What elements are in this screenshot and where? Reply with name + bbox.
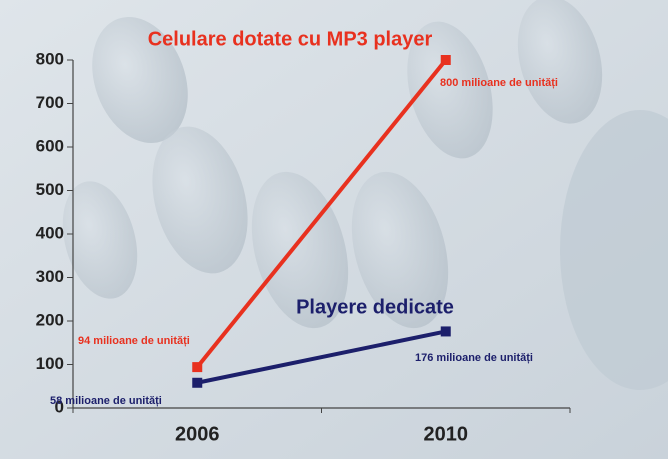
point-marker bbox=[192, 362, 203, 373]
data-label: 94 milioane de unități bbox=[78, 335, 190, 347]
y-tick-label: 300 bbox=[36, 267, 64, 286]
series-line bbox=[195, 58, 448, 369]
y-tick-label: 500 bbox=[36, 180, 64, 199]
y-tick-label: 0 bbox=[55, 397, 64, 416]
point-marker bbox=[192, 377, 203, 388]
y-tick-label: 700 bbox=[36, 93, 64, 112]
x-tick-label: 2010 bbox=[424, 423, 469, 445]
series-name: Celulare dotate cu MP3 player bbox=[148, 28, 433, 50]
point-marker bbox=[440, 55, 451, 65]
series-name: Playere dedicate bbox=[296, 296, 454, 318]
y-tick-label: 400 bbox=[36, 223, 64, 242]
y-tick-label: 800 bbox=[36, 49, 64, 68]
y-tick-label: 200 bbox=[36, 310, 64, 329]
data-label: 800 milioane de unități bbox=[440, 77, 558, 89]
y-tick-label: 600 bbox=[36, 136, 64, 155]
point-marker bbox=[440, 326, 451, 337]
data-label: 58 milioane de unități bbox=[50, 395, 162, 407]
data-label: 176 milioane de unități bbox=[415, 352, 533, 364]
series-line bbox=[196, 329, 447, 385]
y-tick-label: 100 bbox=[36, 354, 64, 373]
x-tick-label: 2006 bbox=[175, 423, 220, 445]
